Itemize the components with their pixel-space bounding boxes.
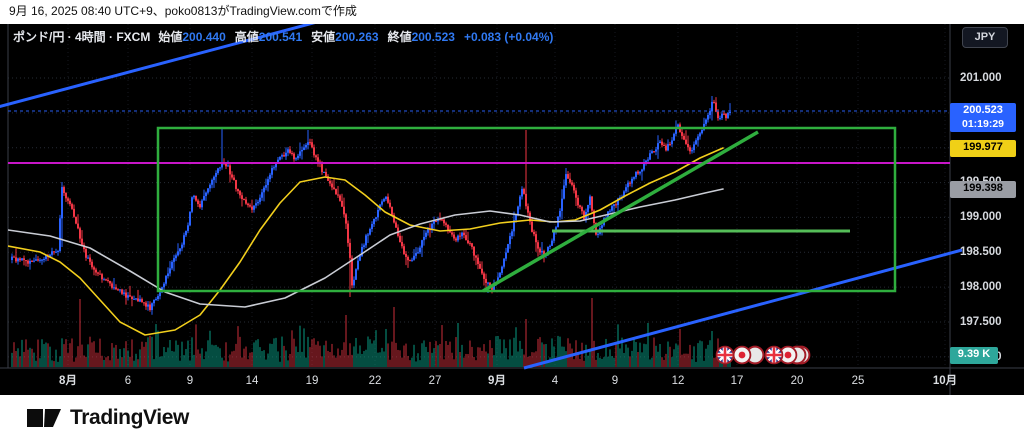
attribution-bar: 9月 16, 2025 08:40 UTC+9、poko0813がTrading…	[0, 0, 1024, 24]
attribution-text: 9月 16, 2025 08:40 UTC+9、poko0813がTrading…	[9, 4, 357, 18]
time-axis-label: 22	[368, 375, 382, 387]
time-axis-label: 27	[428, 375, 442, 387]
close-label: 終値	[387, 30, 412, 44]
last-price-badge: 200.523 01:19:29	[950, 103, 1016, 132]
footer-bar: TradingView	[0, 395, 1024, 441]
time-axis-label: 20	[790, 375, 804, 387]
ma-white-value-badge: 199.398	[950, 181, 1016, 198]
trendline-blue-lower	[523, 248, 963, 370]
time-axis-label: 4	[551, 375, 559, 387]
high-value: 200.541	[258, 30, 303, 44]
trendline-green	[482, 130, 759, 293]
uk-jp-event-cluster-2[interactable]	[764, 345, 811, 365]
open-value: 200.440	[182, 30, 226, 44]
uk-jp-event-cluster-1[interactable]	[715, 345, 765, 365]
chart-area[interactable]: ポンド/円 · 4時間 · FXCM 始値200.440 高値200.541 安値20…	[0, 24, 1024, 395]
price-axis-label: 201.000	[960, 72, 1002, 84]
trendline-blue-upper	[0, 24, 316, 108]
time-axis-label: 9	[186, 375, 194, 387]
tradingview-logo-icon[interactable]	[27, 406, 61, 430]
price-axis-label: 198.000	[960, 281, 1002, 293]
volume-bars	[11, 298, 731, 367]
time-axis-label: 25	[851, 375, 865, 387]
time-axis-label: 9月	[488, 375, 506, 387]
time-axis-label: 8月	[59, 375, 77, 387]
user-drawings[interactable]	[0, 24, 963, 370]
chart-legend: ポンド/円 · 4時間 · FXCM 始値200.440 高値200.541 安値20…	[13, 30, 553, 45]
uk-flag-icon[interactable]	[715, 345, 735, 365]
tradingview-wordmark[interactable]: TradingView	[70, 406, 189, 429]
uk-flag-icon[interactable]	[764, 345, 784, 365]
time-axis-label: 12	[671, 375, 685, 387]
close-value: 200.523	[411, 30, 455, 44]
time-axis-label: 10月	[932, 375, 958, 387]
price-axis-label: 198.500	[960, 246, 1002, 258]
price-chart-canvas[interactable]	[0, 24, 1024, 395]
low-label: 安値	[311, 30, 336, 44]
time-axis-label: 9	[611, 375, 619, 387]
low-value: 200.263	[335, 30, 379, 44]
time-axis-label: 17	[730, 375, 744, 387]
ma-yellow-value-badge: 199.977	[950, 140, 1016, 157]
time-axis[interactable]: 8月 6 9 14 19 22 27 9月 4 9 12 17 20 25 10月	[0, 368, 1024, 395]
time-axis-label: 6	[124, 375, 132, 387]
high-label: 高値	[234, 30, 259, 44]
gridlines	[0, 24, 1024, 395]
price-axis-label: 197.500	[960, 316, 1002, 328]
economic-event-markers[interactable]	[715, 345, 811, 365]
volume-value-badge: 9.39 K	[950, 347, 998, 364]
ma-yellow	[8, 147, 724, 336]
japan-flag-icon[interactable]	[732, 345, 752, 365]
price-axis-label: 199.000	[960, 211, 1002, 223]
time-axis-label: 19	[305, 375, 319, 387]
symbol-title[interactable]: ポンド/円 · 4時間 · FXCM	[13, 30, 151, 44]
candles	[11, 96, 731, 315]
currency-toggle-button[interactable]: JPY	[962, 27, 1008, 48]
change-value: +0.083 (+0.04%)	[463, 30, 554, 44]
range-box-green	[156, 126, 897, 293]
time-axis-label: 14	[245, 375, 259, 387]
open-label: 始値	[158, 30, 183, 44]
